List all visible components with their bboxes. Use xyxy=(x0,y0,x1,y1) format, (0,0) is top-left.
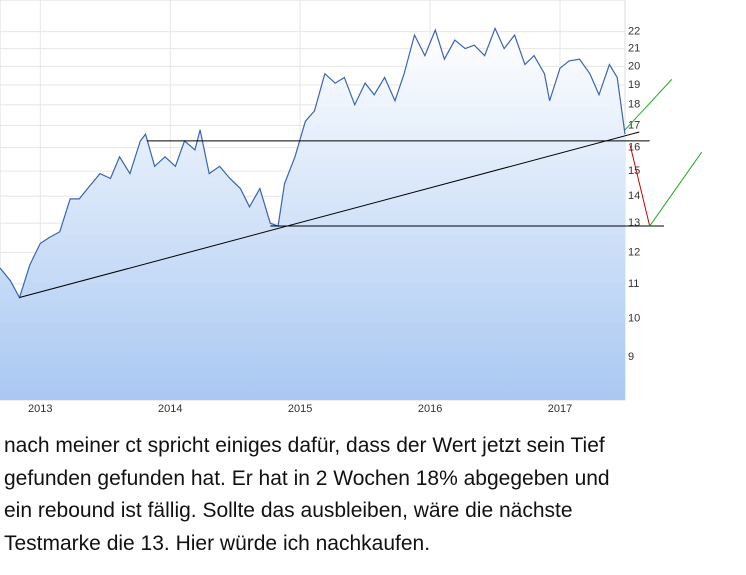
comment-line: ein rebound ist fällig. Sollte das ausbl… xyxy=(4,499,573,522)
y-tick-label: 14 xyxy=(628,190,640,202)
y-tick-label: 10 xyxy=(628,313,640,325)
y-tick-label: 17 xyxy=(628,119,640,131)
annotation-line xyxy=(624,79,673,131)
comment: nach meiner ct spricht einiges dafür, da… xyxy=(4,430,744,560)
annotation-line xyxy=(649,151,703,227)
annotation-line xyxy=(19,131,640,299)
y-tick-label: 13 xyxy=(628,217,640,229)
x-tick-label: 2013 xyxy=(28,403,52,415)
y-tick-label: 19 xyxy=(628,79,640,91)
y-tick-label: 12 xyxy=(628,246,640,258)
x-tick-label: 2015 xyxy=(288,403,312,415)
x-tick-label: 2014 xyxy=(158,403,182,415)
y-tick-label: 21 xyxy=(628,43,640,55)
y-tick-label: 20 xyxy=(628,60,640,72)
y-tick-label: 18 xyxy=(628,99,640,111)
comment-line: nach meiner ct spricht einiges dafür, da… xyxy=(4,434,605,457)
comment-line: Testmarke die 13. Hier würde ich nachkau… xyxy=(4,531,431,555)
chart: 9 10 11 12 13 14 15 16 17 18 19 20 21 22 2013 2014 2015 2… xyxy=(0,0,703,415)
y-tick-label: 9 xyxy=(628,351,634,363)
y-tick-label: 22 xyxy=(628,26,640,38)
comment-line: gefunden gefunden hat. Er hat in 2 Woche… xyxy=(4,466,610,490)
y-tick-label: 11 xyxy=(628,278,639,290)
annotation-line xyxy=(629,145,651,227)
y-tick-label: 15 xyxy=(628,165,640,177)
x-tick-label: 2017 xyxy=(548,403,572,415)
x-tick-label: 2016 xyxy=(418,403,442,415)
y-tick-label: 16 xyxy=(628,142,640,154)
area xyxy=(0,28,625,400)
line xyxy=(0,26,626,300)
